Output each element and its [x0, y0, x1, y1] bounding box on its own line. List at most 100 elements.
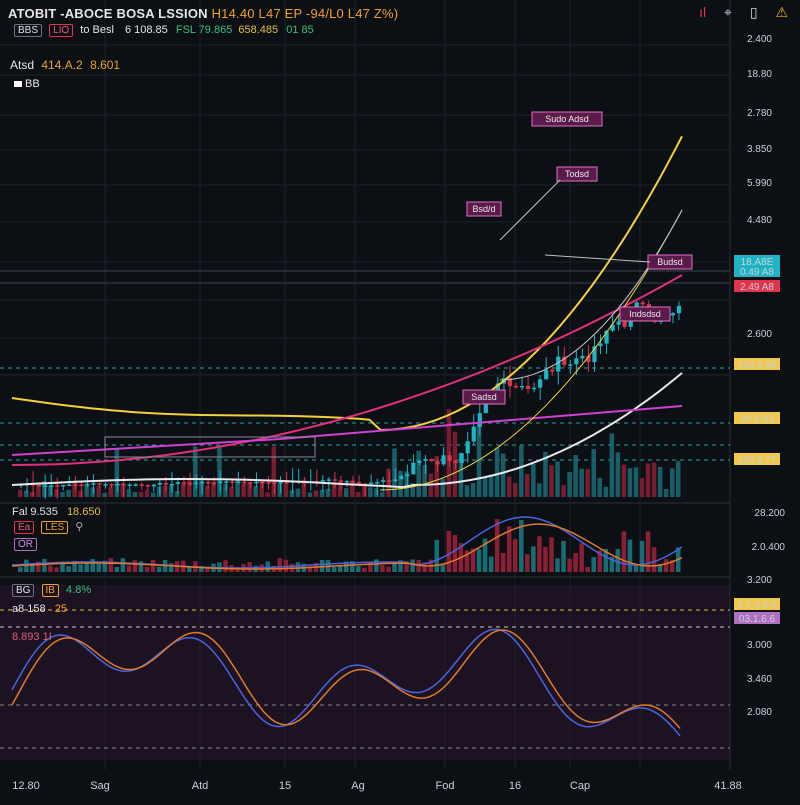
candle-body: [513, 385, 519, 388]
volume-bar: [138, 491, 144, 497]
candle-body: [103, 484, 108, 486]
candle-body: [55, 485, 60, 487]
volume-bar: [657, 466, 663, 497]
volume-bar: [555, 461, 560, 497]
volume-bar: [108, 486, 114, 497]
osc1-bar: [386, 566, 391, 572]
candle-body: [284, 481, 289, 484]
volume-bar: [470, 482, 476, 497]
osc1-bar: [549, 537, 554, 572]
candle-body: [115, 483, 120, 486]
volume-bar: [168, 485, 174, 497]
indicator-tag-red[interactable]: LIO: [49, 24, 74, 37]
volume-bar: [162, 485, 168, 497]
volume-bar: [277, 483, 283, 497]
candle-body: [49, 485, 54, 487]
volume-bar: [506, 476, 512, 497]
osc1-bar: [512, 539, 518, 572]
candle-body: [206, 481, 211, 484]
volume-bar: [669, 468, 675, 497]
volume-bar: [597, 477, 603, 497]
volume-bar: [150, 492, 156, 497]
osc1-tag2[interactable]: LES: [41, 521, 69, 534]
volume-bar: [36, 485, 41, 497]
annotation-box: [466, 201, 502, 217]
price-badge-label: 2.49 A8: [740, 282, 774, 293]
osc1-bar: [307, 566, 313, 572]
candle-body: [580, 355, 585, 359]
osc1-bar: [356, 566, 361, 572]
osc1-bar: [591, 557, 596, 572]
candle-body: [199, 481, 205, 484]
osc1-bar: [368, 562, 373, 572]
candle-body: [139, 484, 144, 486]
pin-icon[interactable]: ⌖: [724, 4, 732, 20]
candle-body: [362, 483, 368, 485]
y-axis-label-osc1: 28.200: [754, 508, 785, 519]
osc1-tag1[interactable]: Ea: [14, 521, 35, 534]
candle-body: [598, 343, 603, 347]
candle-body: [375, 481, 380, 484]
osc1-bar: [621, 531, 627, 572]
bars-icon[interactable]: ıl: [699, 4, 707, 20]
candle-body: [218, 481, 223, 484]
osc1-header: Fal 9.535 18.650: [12, 506, 101, 518]
osc1-bar: [627, 539, 633, 572]
volume-bar: [434, 456, 440, 497]
osc1-bar: [609, 557, 615, 572]
osc1-tag3[interactable]: OR: [14, 538, 37, 551]
osc1-bar: [168, 563, 174, 572]
candle-body: [236, 481, 241, 484]
candle-body: [61, 484, 66, 487]
volume-bar: [579, 468, 584, 497]
indicator-value-4: 01 85: [286, 24, 314, 36]
volume-bar: [645, 463, 651, 497]
osc1-bar: [506, 526, 512, 572]
osc1-bar: [199, 565, 204, 572]
candle-body: [550, 369, 555, 372]
candle-body: [483, 400, 488, 414]
y-axis-label: 2.400: [747, 34, 772, 45]
y-axis-label: 18.80: [747, 69, 772, 80]
candle-body: [676, 305, 682, 314]
warning-icon[interactable]: ⚠: [775, 4, 788, 20]
bookmark-icon[interactable]: ▯: [749, 4, 758, 20]
candle-body: [181, 482, 187, 484]
fx-line: BB: [14, 78, 40, 90]
volume-bar: [78, 490, 83, 497]
indicator-tag[interactable]: BBS: [14, 24, 43, 37]
candle-body: [151, 484, 156, 487]
candle-body: [85, 483, 90, 486]
osc1-bar: [277, 558, 283, 572]
candle-body: [350, 480, 356, 483]
candle-body: [326, 479, 331, 481]
osc1-bar: [633, 565, 639, 572]
volume-bar: [675, 461, 681, 497]
x-axis-label: Ag: [351, 780, 364, 792]
osc1-bar: [657, 563, 663, 572]
volume-bar: [331, 484, 337, 497]
y-axis-label: 3.460: [747, 674, 772, 685]
osc2-tag2[interactable]: IB: [41, 584, 59, 597]
osc2-tag1[interactable]: BG: [12, 584, 35, 597]
osc1-bar: [150, 560, 156, 572]
candle-body: [266, 482, 271, 484]
volume-bar: [615, 452, 621, 497]
osc1-bar: [374, 559, 379, 572]
osc1-bar: [645, 531, 651, 572]
volume-bar: [567, 472, 572, 497]
ma-white-line: [11, 372, 683, 489]
candle-body: [67, 484, 72, 486]
osc1-bar: [343, 561, 349, 572]
volume-bar: [144, 490, 150, 497]
osc1-bar: [223, 560, 228, 572]
candle-body: [435, 461, 440, 465]
volume-bar: [488, 474, 494, 497]
candle-body: [393, 479, 398, 482]
osc1-bar: [84, 562, 89, 572]
y-axis-label: 5.990: [747, 178, 772, 189]
link-icon[interactable]: ⚲: [75, 521, 84, 533]
volume-bar: [223, 484, 228, 497]
